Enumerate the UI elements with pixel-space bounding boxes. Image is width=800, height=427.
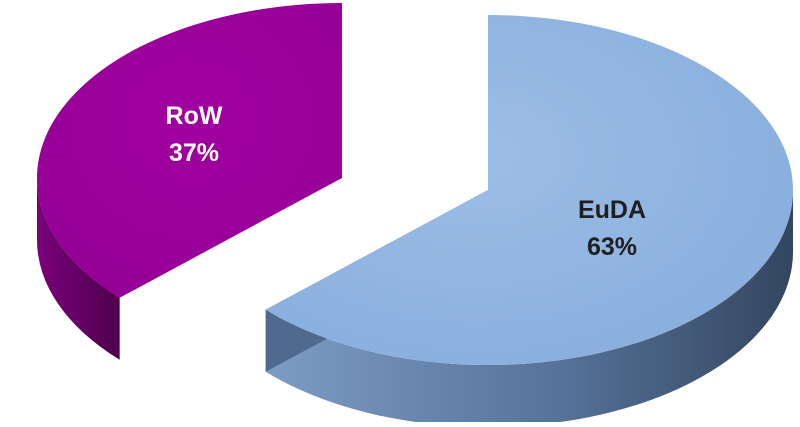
pie-side-euda bbox=[265, 190, 794, 427]
pie-top-euda bbox=[265, 15, 794, 365]
slice-label-row: RoW bbox=[166, 102, 223, 130]
pie-slice-row bbox=[36, 3, 342, 360]
slice-value-label-row: 37% bbox=[169, 139, 219, 167]
pie-side-row bbox=[37, 178, 120, 360]
slice-value-label-euda: 63% bbox=[587, 233, 637, 261]
pie-slice-euda bbox=[265, 15, 794, 427]
pie-top-row bbox=[36, 3, 342, 298]
slice-label-euda: EuDA bbox=[578, 196, 646, 224]
